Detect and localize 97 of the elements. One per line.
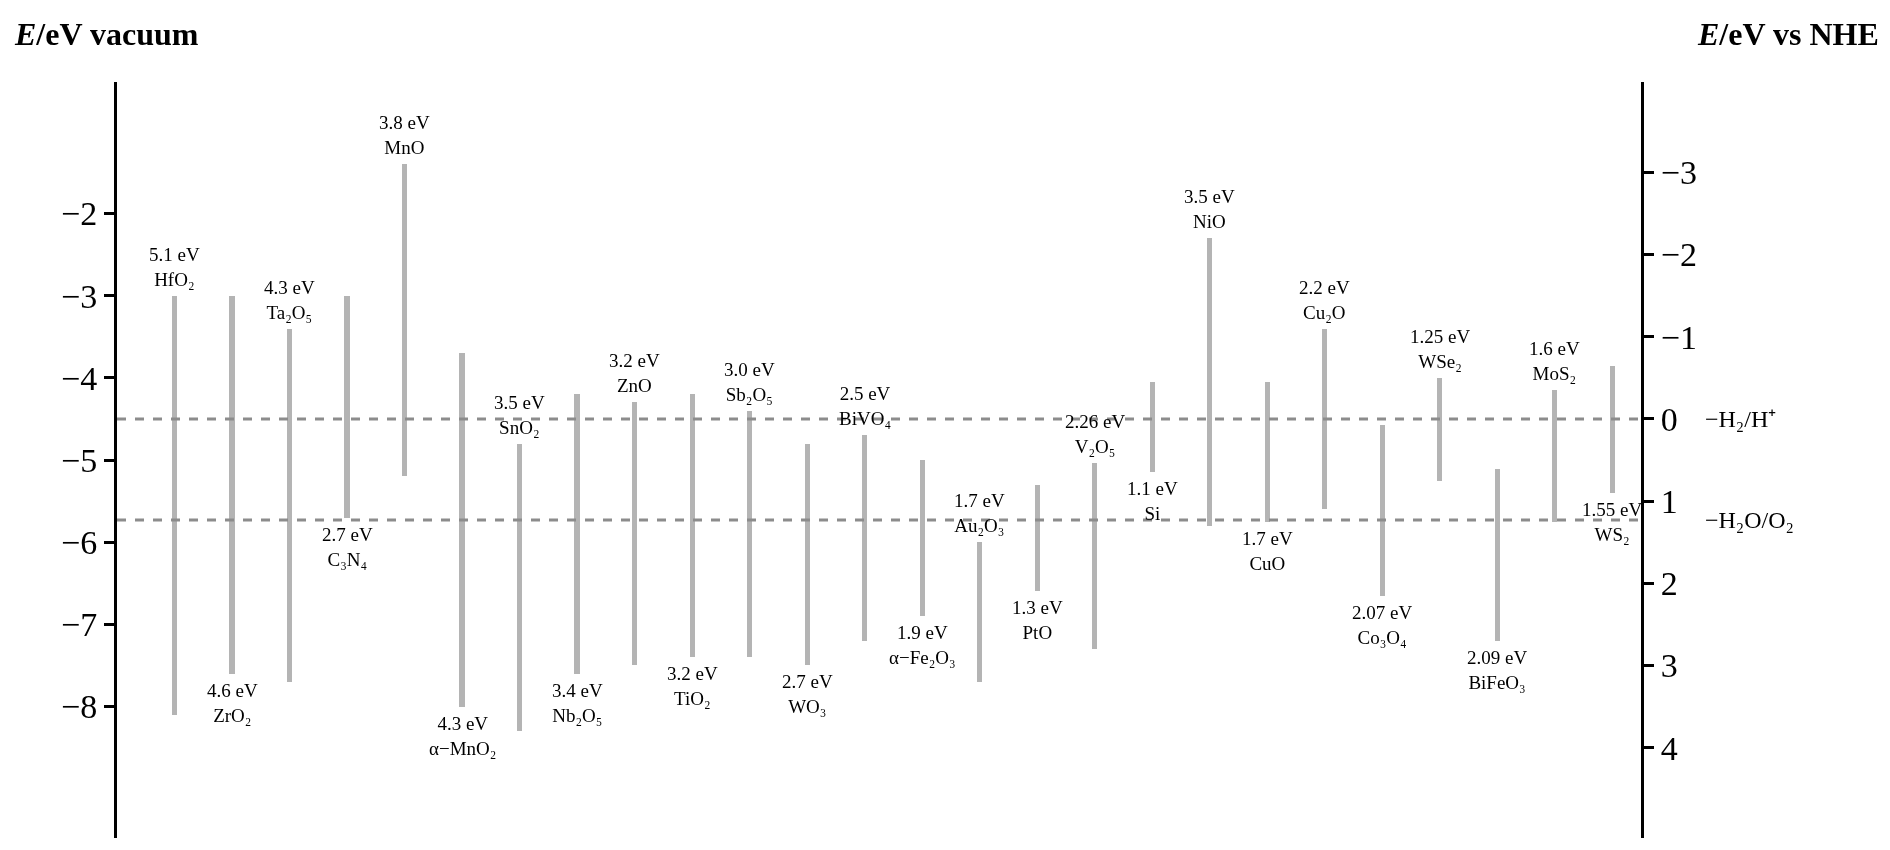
data-label: 3.2 eV: [609, 350, 660, 371]
x-tick-label: BiFeO₃: [1468, 671, 1526, 693]
y2-tick-label: −3: [1660, 154, 1697, 192]
data-label: 3.4 eV: [552, 680, 603, 701]
bar: [1265, 382, 1270, 522]
bar: [977, 542, 982, 682]
y-tick-label: −8: [61, 688, 98, 726]
y2-tick-label: 1: [1660, 482, 1678, 520]
bar: [1207, 238, 1212, 526]
data-label: 2.2 eV: [1299, 277, 1350, 298]
bar: [1150, 382, 1155, 472]
data-label: 3.0 eV: [724, 359, 775, 380]
bar: [1610, 366, 1615, 493]
y2-tick-label: −2: [1660, 236, 1697, 274]
data-label: 2.09 eV: [1467, 647, 1528, 668]
ref-line-label: −H₂O/O₂: [1705, 507, 1794, 533]
y2-axis-title: E/eV vs NHE: [1697, 16, 1879, 52]
y-tick-label: −5: [61, 441, 98, 479]
data-label: 1.7 eV: [1242, 528, 1293, 549]
bar: [1322, 329, 1327, 509]
x-tick-label: α−Fe₂O₃: [889, 646, 956, 668]
x-tick-label: Co₃O₄: [1357, 626, 1407, 648]
data-label: 2.7 eV: [322, 524, 373, 545]
y-tick-label: −4: [61, 359, 98, 397]
bar: [920, 460, 925, 616]
x-tick-label: MnO: [384, 136, 425, 158]
y-tick-label: −2: [61, 195, 98, 233]
bar: [1380, 425, 1385, 596]
bar: [459, 353, 465, 707]
bar: [1035, 485, 1040, 591]
data-label: 4.3 eV: [437, 713, 489, 734]
bar: [172, 296, 177, 715]
data-label: 3.5 eV: [1184, 186, 1235, 207]
ref-line-label: −H₂/H⁺: [1705, 406, 1777, 432]
x-tick-label: Sb₂O₅: [725, 383, 773, 405]
bar: [1437, 378, 1442, 481]
bar: [287, 329, 292, 682]
data-label: 1.3 eV: [1012, 597, 1063, 618]
x-tick-label: ZrO₂: [213, 704, 252, 726]
data-label: 1.7 eV: [954, 490, 1005, 511]
y-tick-label: −7: [61, 606, 98, 644]
y2-tick-label: 2: [1660, 565, 1678, 603]
data-label: 2.07 eV: [1352, 602, 1413, 623]
data-label: 3.8 eV: [379, 112, 430, 133]
x-tick-label: MoS₂: [1532, 362, 1577, 384]
x-tick-label: HfO₂: [154, 268, 195, 290]
x-tick-label: Si: [1144, 502, 1161, 524]
x-tick-label: C₃N₄: [327, 548, 368, 570]
bar: [517, 444, 522, 731]
bar: [574, 394, 580, 674]
y2-tick-label: 4: [1660, 729, 1678, 767]
data-label: 2.7 eV: [782, 671, 833, 692]
x-tick-label: α−MnO₂: [429, 737, 497, 759]
data-label: 1.9 eV: [896, 622, 948, 643]
data-label: 1.55 eV: [1582, 499, 1643, 520]
bar: [862, 435, 867, 641]
x-tick-label: NiO: [1192, 210, 1226, 232]
bar: [402, 164, 407, 476]
x-tick-label: WO₃: [788, 695, 827, 717]
x-tick-label: V₂O₅: [1074, 435, 1116, 457]
x-tick-label: ZnO: [616, 374, 652, 396]
bar: [1495, 469, 1500, 641]
x-tick-label: Nb₂O₅: [552, 704, 603, 726]
x-tick-label: WSe₂: [1418, 350, 1462, 372]
data-label: 4.6 eV: [207, 680, 258, 701]
bar: [805, 444, 810, 665]
data-label: 1.6 eV: [1529, 338, 1580, 359]
bar: [344, 296, 350, 518]
x-tick-label: TiO₂: [674, 687, 711, 709]
data-label: 3.5 eV: [494, 392, 545, 413]
data-label: 2.26 eV: [1065, 411, 1126, 432]
data-label: 4.3 eV: [264, 277, 315, 298]
y-tick-label: −6: [61, 524, 98, 562]
y2-tick-label: −1: [1660, 318, 1697, 356]
y-axis-title: E/eV vacuum: [14, 16, 199, 52]
y2-tick-label: 3: [1660, 647, 1678, 685]
y2-tick-label: 0: [1660, 400, 1678, 438]
bar: [632, 402, 637, 665]
data-label: 1.1 eV: [1127, 478, 1178, 499]
x-tick-label: WS₂: [1594, 523, 1630, 545]
x-tick-label: Ta₂O₅: [266, 301, 313, 323]
x-tick-label: SnO₂: [499, 416, 540, 438]
y-tick-label: −3: [61, 277, 98, 315]
data-label: 1.25 eV: [1410, 326, 1471, 347]
bar: [747, 411, 752, 657]
bar: [690, 394, 695, 657]
bar: [1092, 463, 1097, 649]
data-label: 2.5 eV: [839, 383, 891, 404]
x-tick-label: Cu₂O: [1303, 301, 1346, 323]
x-tick-label: CuO: [1249, 552, 1286, 574]
bar: [229, 296, 235, 674]
x-tick-label: BiVO₄: [839, 407, 892, 429]
bar: [1552, 390, 1557, 522]
data-label: 3.2 eV: [667, 663, 718, 684]
data-label: 5.1 eV: [149, 244, 200, 265]
x-tick-label: Au₂O₃: [954, 514, 1005, 536]
x-tick-label: PtO: [1022, 621, 1053, 643]
